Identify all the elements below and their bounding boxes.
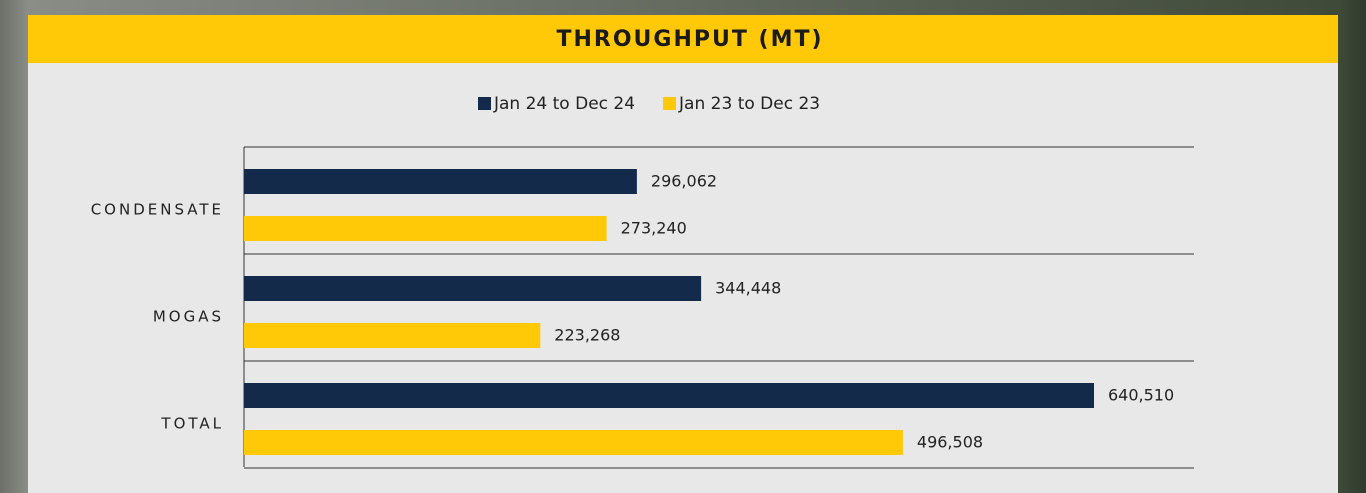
value-label: 223,268 (554, 326, 620, 345)
value-label: 273,240 (621, 219, 687, 238)
bar (244, 323, 541, 348)
legend-swatch (478, 97, 491, 110)
category-label: MOGAS (153, 308, 224, 326)
legend-label: Jan 23 to Dec 23 (678, 94, 820, 114)
legend-swatch (663, 97, 677, 110)
bar (244, 169, 637, 194)
value-label: 640,510 (1108, 386, 1174, 405)
bar (244, 430, 903, 455)
category-label: TOTAL (160, 415, 224, 433)
chart-title: THROUGHPUT (MT) (556, 27, 823, 52)
value-label: 496,508 (917, 433, 983, 452)
category-label: CONDENSATE (91, 201, 224, 219)
value-label: 344,448 (715, 279, 781, 298)
bar (244, 216, 607, 241)
header (28, 15, 1338, 63)
value-label: 296,062 (651, 172, 717, 191)
bar (244, 276, 702, 301)
bar (244, 383, 1094, 408)
legend-label: Jan 24 to Dec 24 (493, 94, 635, 114)
